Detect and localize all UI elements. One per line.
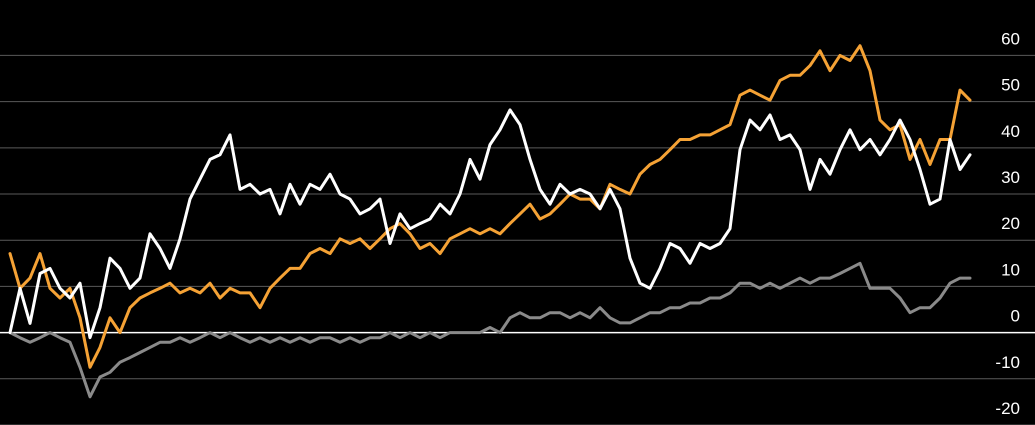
y-tick-label: 30 (1001, 168, 1020, 187)
series-line (8, 44, 972, 369)
y-tick-label: 50 (1001, 76, 1020, 95)
y-tick-label: -10 (995, 353, 1020, 372)
y-tick-label: 0 (1011, 307, 1020, 326)
y-tick-label: -20 (995, 399, 1020, 418)
series-line (8, 108, 972, 340)
y-tick-label: 20 (1001, 214, 1020, 233)
series-line (8, 261, 972, 399)
y-tick-label: 60 (1001, 29, 1020, 48)
y-tick-label: 10 (1001, 260, 1020, 279)
y-tick-label: 40 (1001, 122, 1020, 141)
